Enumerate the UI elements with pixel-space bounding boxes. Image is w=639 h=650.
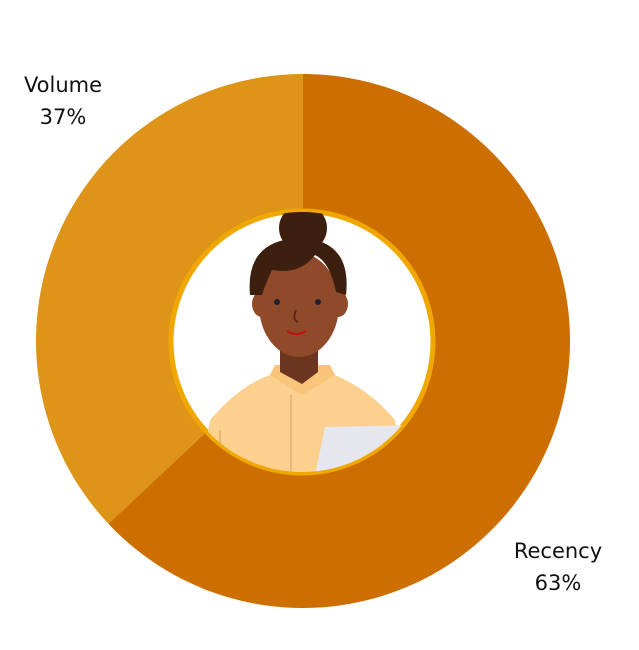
volume-name: Volume — [23, 73, 103, 97]
avatar — [168, 208, 436, 476]
volume-value: 37% — [39, 105, 87, 129]
recency-label: Recency 63% — [488, 535, 628, 599]
slice-volume — [36, 74, 303, 524]
recency-name: Recency — [513, 539, 603, 563]
recency-value: 63% — [534, 571, 582, 595]
volume-label: Volume 37% — [0, 69, 133, 133]
